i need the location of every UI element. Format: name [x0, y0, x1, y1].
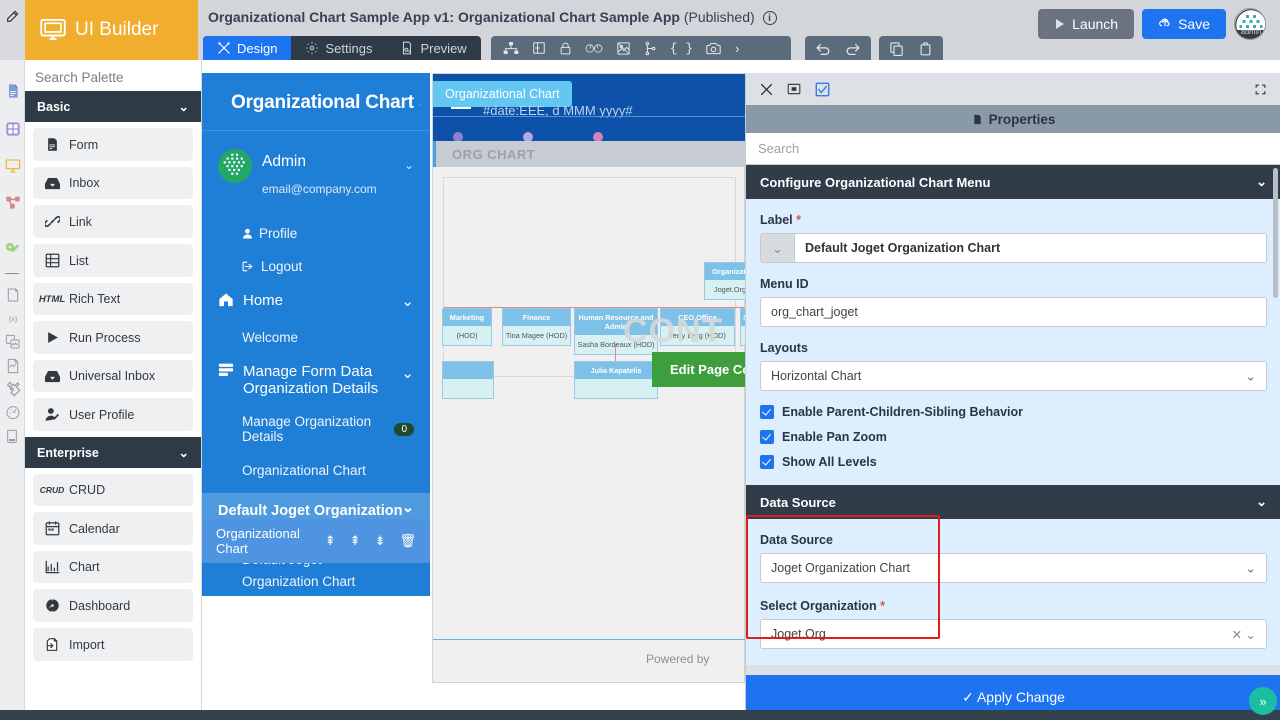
svg-text:admin: admin	[1241, 27, 1261, 36]
svg-text:{x}: {x}	[8, 314, 17, 323]
